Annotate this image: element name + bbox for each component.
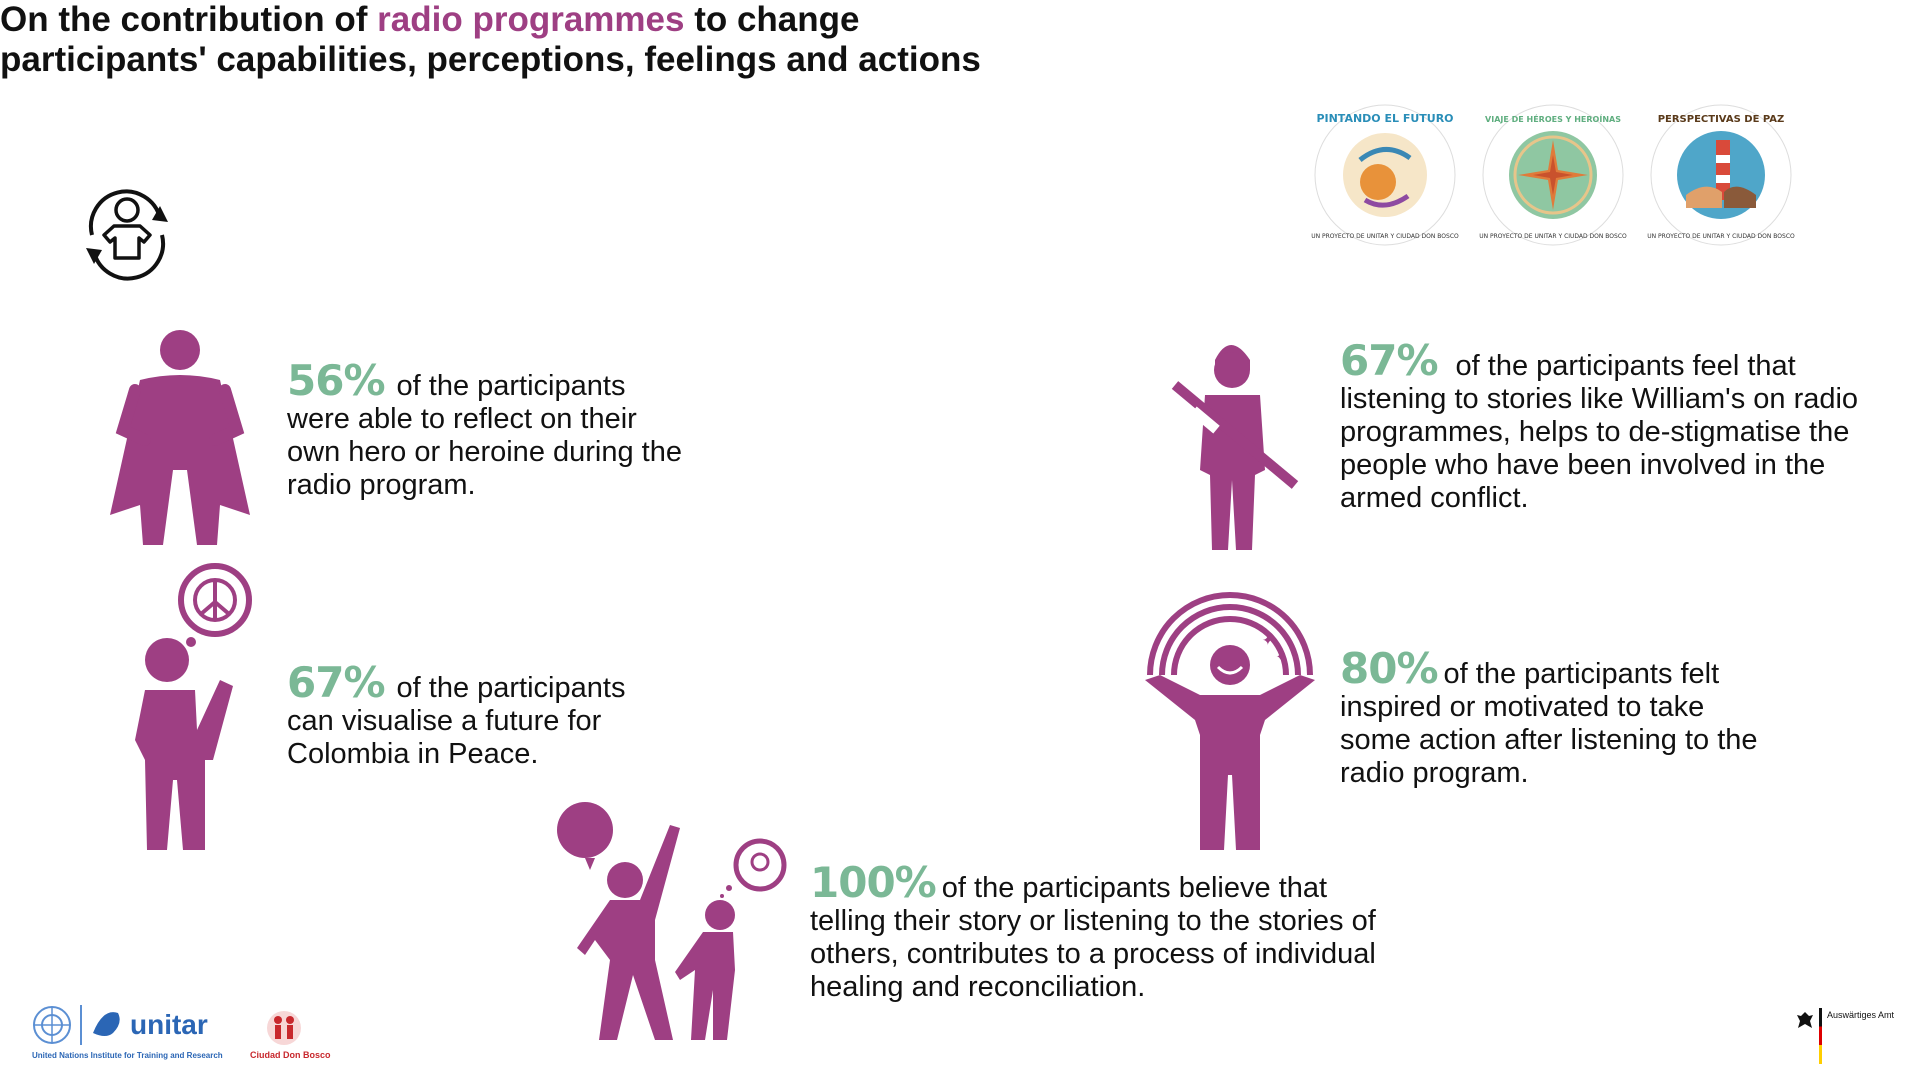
soldier-icon	[1171, 345, 1299, 550]
stat-healing-percent: 100%	[810, 858, 937, 907]
hero-cape-icon	[110, 330, 250, 545]
viaje-de-heroes-logo: VIAJE DE HÉROES Y HEROÍNAS UN PROYECTO D…	[1479, 104, 1627, 246]
aa-name: Auswärtiges Amt	[1827, 1010, 1895, 1020]
stat-hero-text: of the participants were able to reflect…	[287, 370, 682, 501]
stat-inspired: 80% of the participants felt inspired or …	[1340, 648, 1760, 790]
unitar-name: unitar	[130, 1009, 208, 1040]
svg-text:UN PROYECTO DE UNITAR Y CIUDAD: UN PROYECTO DE UNITAR Y CIUDAD DON BOSCO	[1311, 233, 1459, 240]
un-emblem-icon	[33, 1006, 71, 1044]
storytelling-people-icon	[557, 802, 787, 1040]
pintando-el-futuro-logo: PINTANDO EL FUTURO UN PROYECTO DE UNITAR…	[1311, 104, 1459, 246]
stat-healing-text: of the participants believe that telling…	[810, 872, 1376, 1003]
rainbow-person-icon: ✦ ✦	[1145, 592, 1315, 850]
cdb-people-icon	[267, 1011, 301, 1045]
auswaertiges-amt-logo: Auswärtiges Amt	[1795, 1008, 1905, 1068]
stat-peace-text: of the participants can visualise a futu…	[287, 672, 626, 770]
stat-hero: 56% of the participants were able to refl…	[287, 360, 687, 502]
unitar-logo: unitar United Nations Institute for Trai…	[32, 1005, 232, 1065]
unitar-bird-icon	[93, 1012, 120, 1036]
svg-text:UN PROYECTO DE UNITAR Y CIUDAD: UN PROYECTO DE UNITAR Y CIUDAD DON BOSCO	[1479, 233, 1627, 240]
german-flag-bar	[1819, 1008, 1822, 1064]
stat-destigmatise-percent: 67%	[1340, 336, 1439, 385]
perspectivas-de-paz-logo: PERSPECTIVAS DE PAZ UN PROYECTO DE UNITA…	[1647, 104, 1795, 246]
ciudad-don-bosco-logo: Ciudad Don Bosco	[250, 1010, 331, 1065]
svg-text:VIAJE DE HÉROES Y HEROÍNAS: VIAJE DE HÉROES Y HEROÍNAS	[1485, 113, 1621, 124]
stat-peace: 67% of the participants can visualise a f…	[287, 662, 677, 771]
cdb-name: Ciudad Don Bosco	[250, 1050, 331, 1060]
page-title: On the contribution of radio programmes …	[0, 0, 981, 79]
svg-text:PERSPECTIVAS DE PAZ: PERSPECTIVAS DE PAZ	[1658, 114, 1785, 125]
stat-hero-percent: 56%	[287, 356, 386, 405]
stat-destigmatise-text: of the participants feel that listening …	[1340, 350, 1859, 514]
stat-inspired-text: of the participants felt inspired or mot…	[1340, 658, 1758, 789]
svg-text:✦: ✦	[1276, 652, 1284, 663]
stat-destigmatise: 67% of the participants feel that listeni…	[1340, 340, 1860, 515]
person-cycle-icon	[86, 189, 168, 281]
svg-text:UN PROYECTO DE UNITAR Y CIUDAD: UN PROYECTO DE UNITAR Y CIUDAD DON BOSCO	[1647, 233, 1795, 240]
unitar-full-name: United Nations Institute for Training an…	[32, 1051, 223, 1060]
peace-thinker-icon	[135, 563, 252, 850]
german-eagle-icon	[1797, 1012, 1813, 1028]
stat-peace-percent: 67%	[287, 658, 386, 707]
svg-text:✦: ✦	[1262, 632, 1274, 648]
title-highlight: radio programmes	[377, 0, 685, 39]
stat-inspired-percent: 80%	[1340, 644, 1439, 693]
svg-text:PINTANDO EL FUTURO: PINTANDO EL FUTURO	[1316, 112, 1453, 125]
stat-healing: 100% of the participants believe that tel…	[810, 862, 1400, 1004]
